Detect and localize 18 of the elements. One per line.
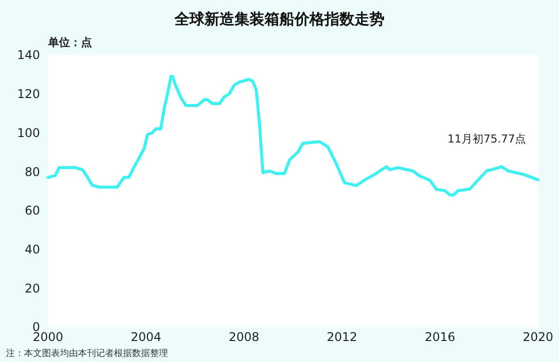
x-tick-label: 2000 [32, 330, 64, 344]
x-tick-label: 2012 [326, 330, 358, 344]
y-tick-label: 100 [17, 126, 40, 140]
x-tick-label: 2020 [522, 330, 554, 344]
y-tick-label: 40 [24, 242, 40, 256]
y-tick-label: 60 [24, 204, 40, 218]
line-series [46, 74, 540, 196]
y-tick-label: 20 [24, 281, 40, 296]
y-axis-title: 单位：点 [47, 36, 92, 49]
y-tick-label: 120 [17, 87, 40, 102]
x-tick-label: 2008 [228, 330, 260, 344]
chart-title: 全球新造集装箱船价格指数走势 [174, 10, 384, 28]
x-tick-label: 2016 [424, 330, 456, 344]
annotation: 11月初75.77点 [448, 132, 526, 146]
y-tick-label: 80 [24, 164, 40, 179]
y-tick-label: 140 [17, 48, 40, 62]
text: 注：本文图表均由本刊记者根据数据整理 [6, 348, 168, 359]
x-tick-label: 2004 [130, 330, 162, 344]
